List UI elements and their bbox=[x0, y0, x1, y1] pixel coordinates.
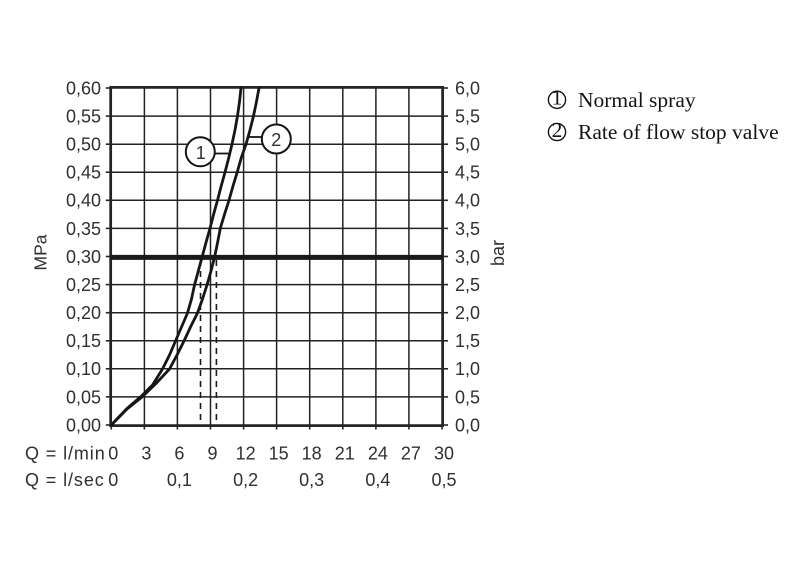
svg-text:2: 2 bbox=[271, 130, 281, 150]
svg-text:0,35: 0,35 bbox=[66, 219, 101, 239]
svg-text:Rate of flow stop valve: Rate of flow stop valve bbox=[578, 120, 779, 144]
svg-text:bar: bar bbox=[488, 240, 508, 266]
svg-text:0,50: 0,50 bbox=[66, 135, 101, 155]
svg-text:4,0: 4,0 bbox=[455, 191, 480, 211]
svg-text:2,0: 2,0 bbox=[455, 303, 480, 323]
svg-text:0,4: 0,4 bbox=[365, 470, 390, 490]
svg-text:3,0: 3,0 bbox=[455, 247, 480, 267]
svg-text:12: 12 bbox=[236, 444, 256, 464]
svg-text:6: 6 bbox=[174, 444, 184, 464]
svg-text:27: 27 bbox=[401, 444, 421, 464]
svg-text:0,10: 0,10 bbox=[66, 359, 101, 379]
svg-text:9: 9 bbox=[207, 444, 217, 464]
svg-text:0,2: 0,2 bbox=[233, 470, 258, 490]
svg-text:1: 1 bbox=[196, 143, 206, 163]
svg-text:0,45: 0,45 bbox=[66, 163, 101, 183]
svg-text:0,3: 0,3 bbox=[299, 470, 324, 490]
svg-text:0,25: 0,25 bbox=[66, 275, 101, 295]
svg-text:2,5: 2,5 bbox=[455, 275, 480, 295]
svg-text:0,55: 0,55 bbox=[66, 107, 101, 127]
svg-text:1,0: 1,0 bbox=[455, 359, 480, 379]
svg-text:0,1: 0,1 bbox=[167, 470, 192, 490]
svg-text:15: 15 bbox=[269, 444, 289, 464]
svg-text:0,40: 0,40 bbox=[66, 191, 101, 211]
svg-text:30: 30 bbox=[434, 444, 454, 464]
svg-text:0,20: 0,20 bbox=[66, 303, 101, 323]
svg-text:1,5: 1,5 bbox=[455, 331, 480, 351]
svg-text:0,15: 0,15 bbox=[66, 331, 101, 351]
svg-text:0,0: 0,0 bbox=[455, 415, 480, 435]
svg-text:3,5: 3,5 bbox=[455, 219, 480, 239]
svg-text:24: 24 bbox=[368, 444, 388, 464]
svg-text:3: 3 bbox=[141, 444, 151, 464]
svg-text:0,60: 0,60 bbox=[66, 78, 101, 98]
svg-text:MPa: MPa bbox=[31, 234, 51, 270]
svg-text:2: 2 bbox=[552, 118, 563, 142]
svg-text:Normal spray: Normal spray bbox=[578, 88, 696, 112]
svg-text:5,5: 5,5 bbox=[455, 107, 480, 127]
svg-text:0,00: 0,00 bbox=[66, 415, 101, 435]
svg-text:0,5: 0,5 bbox=[455, 387, 480, 407]
svg-text:21: 21 bbox=[335, 444, 355, 464]
svg-text:0,30: 0,30 bbox=[66, 247, 101, 267]
svg-text:0,05: 0,05 bbox=[66, 387, 101, 407]
svg-text:6,0: 6,0 bbox=[455, 78, 480, 98]
svg-text:0,5: 0,5 bbox=[431, 470, 456, 490]
svg-text:5,0: 5,0 bbox=[455, 135, 480, 155]
svg-text:Q = l/sec: Q = l/sec bbox=[25, 470, 105, 490]
svg-text:1: 1 bbox=[552, 86, 563, 110]
svg-text:0: 0 bbox=[108, 470, 118, 490]
svg-text:18: 18 bbox=[302, 444, 322, 464]
svg-text:0: 0 bbox=[108, 444, 118, 464]
svg-text:4,5: 4,5 bbox=[455, 163, 480, 183]
svg-text:Q = l/min: Q = l/min bbox=[25, 444, 106, 464]
